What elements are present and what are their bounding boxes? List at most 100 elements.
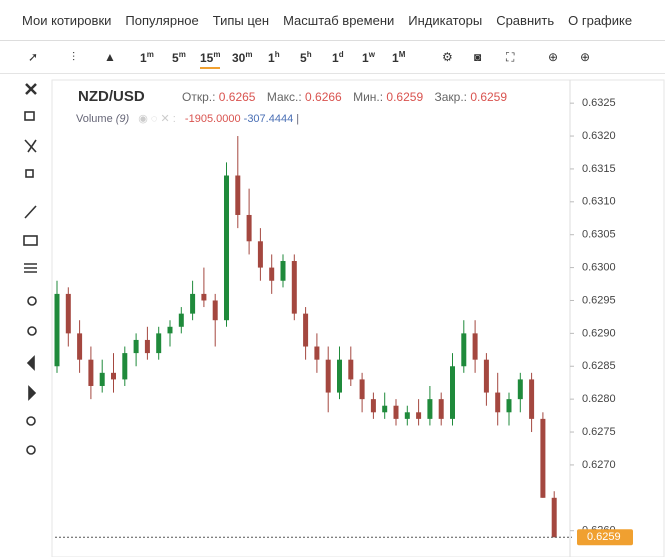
- tool-icon[interactable]: [26, 416, 36, 426]
- tool-icon[interactable]: [24, 139, 37, 153]
- timeframe-unit: w: [368, 50, 375, 59]
- candle-body: [190, 293, 196, 314]
- tool-icon[interactable]: [28, 385, 37, 401]
- tool-icon[interactable]: ⊕: [580, 50, 591, 64]
- tool-icon[interactable]: [25, 83, 37, 95]
- candle-body: [348, 359, 354, 380]
- candle-body: [495, 392, 501, 413]
- low-value: 0.6259: [386, 90, 424, 104]
- tool-icon[interactable]: [27, 296, 37, 306]
- menu-item[interactable]: Масштаб времени: [283, 12, 395, 28]
- timeframe-number: 1: [392, 51, 399, 65]
- timeframe-button[interactable]: 1M: [392, 50, 405, 65]
- symbol: NZD/USD: [78, 88, 145, 105]
- candle-body: [461, 333, 467, 367]
- candle-body: [224, 175, 229, 321]
- timeframe-button[interactable]: 1m: [140, 50, 154, 65]
- candle-body: [167, 326, 173, 334]
- candle-body: [212, 300, 218, 321]
- tool-icon[interactable]: ⚙: [442, 50, 453, 64]
- y-tick-label: 0.6325: [582, 97, 616, 109]
- chart-header: NZD/USD Откр.: 0.6265 Макс.: 0.6266 Мин.…: [78, 88, 515, 105]
- candle-body: [551, 497, 557, 538]
- timeframe-button[interactable]: 1w: [362, 50, 375, 65]
- candle-body: [529, 379, 535, 419]
- menu-item[interactable]: Типы цен: [212, 12, 270, 28]
- tool-icon[interactable]: [24, 111, 35, 121]
- candle-body: [438, 399, 444, 419]
- low-label: Мин.:: [353, 90, 384, 104]
- tool-icon[interactable]: ⊕: [548, 50, 559, 64]
- candle-body: [382, 405, 388, 413]
- timeframe-button[interactable]: 5h: [300, 50, 312, 65]
- candle-body: [246, 214, 252, 242]
- volume-value: -1905.0000: [184, 113, 241, 125]
- menu-item[interactable]: Индикаторы: [408, 12, 483, 28]
- menu-bar: Мои котировки Популярное Типы цен Масшта…: [0, 0, 665, 41]
- volume-label: Volume: [76, 113, 113, 125]
- tool-icon[interactable]: ⛶: [506, 50, 515, 64]
- last-price-box: [577, 529, 633, 546]
- timeframe-button[interactable]: 1d: [332, 50, 344, 65]
- timeframe-unit: h: [306, 50, 312, 59]
- candle-body: [54, 293, 60, 367]
- menu-item[interactable]: Сравнить: [496, 12, 555, 28]
- open-label: Откр.:: [182, 90, 216, 104]
- timeframe-unit: d: [338, 50, 344, 59]
- candle-body: [370, 399, 376, 413]
- volume-value: -307.4444: [243, 113, 294, 125]
- y-tick-label: 0.6320: [582, 130, 616, 142]
- candle-body: [393, 405, 399, 419]
- candle-body: [540, 418, 546, 498]
- timeframe-button[interactable]: 30m: [232, 50, 252, 65]
- tool-icon[interactable]: ◙: [474, 50, 482, 64]
- candle-body: [314, 346, 320, 360]
- timeframe-number: 1: [332, 51, 339, 65]
- timeframe-unit: h: [274, 50, 280, 59]
- timeframe-number: 5: [172, 51, 179, 65]
- timeframe-button[interactable]: 15m: [200, 50, 221, 69]
- y-tick-label: 0.6290: [582, 327, 616, 339]
- timeframe-unit: M: [398, 50, 406, 59]
- close-value: 0.6259: [470, 90, 508, 104]
- high-label: Макс.:: [266, 90, 302, 104]
- tool-icon[interactable]: [24, 263, 37, 273]
- y-tick-label: 0.6315: [582, 163, 616, 175]
- last-price-label: 0.6259: [587, 531, 621, 543]
- candle-body: [416, 412, 422, 419]
- timeframe-unit: m: [178, 50, 186, 59]
- timeframe-button[interactable]: 1h: [268, 50, 280, 65]
- y-tick-label: 0.6305: [582, 229, 616, 241]
- candle-body: [506, 399, 512, 413]
- candle-body: [156, 333, 162, 354]
- timeframe-button[interactable]: 5m: [172, 50, 186, 65]
- y-tick-label: 0.6270: [582, 459, 616, 471]
- menu-item[interactable]: Мои котировки: [22, 12, 112, 28]
- candle-body: [122, 353, 128, 380]
- timeframe-number: 15: [200, 51, 214, 65]
- tool-icon[interactable]: ➚: [28, 50, 39, 64]
- candle-body: [303, 313, 309, 347]
- tool-icon[interactable]: [27, 326, 37, 336]
- tool-icon[interactable]: ⫶: [72, 50, 76, 64]
- y-tick-label: 0.6300: [582, 261, 616, 273]
- candle-body: [65, 293, 71, 334]
- tool-icon[interactable]: [24, 205, 37, 219]
- timeframe-unit: m: [213, 50, 221, 59]
- candle-body: [483, 359, 489, 393]
- tool-icon[interactable]: [23, 235, 38, 246]
- tool-icon[interactable]: ▲: [104, 50, 116, 64]
- tool-icon[interactable]: [26, 445, 36, 455]
- candle-body: [111, 372, 116, 380]
- candle-body: [133, 339, 139, 354]
- high-value: 0.6266: [305, 90, 342, 104]
- volume-header: Volume (9) ◉ ◌ ✕ : -1905.0000 -307.4444 …: [76, 113, 300, 125]
- candle-body: [269, 267, 275, 281]
- menu-item[interactable]: О графике: [568, 12, 633, 28]
- tool-icon[interactable]: [25, 169, 34, 178]
- tool-icon[interactable]: [26, 355, 35, 371]
- menu-item[interactable]: Популярное: [125, 12, 199, 28]
- volume-period: (9): [115, 113, 130, 125]
- y-tick-label: 0.6295: [582, 294, 616, 306]
